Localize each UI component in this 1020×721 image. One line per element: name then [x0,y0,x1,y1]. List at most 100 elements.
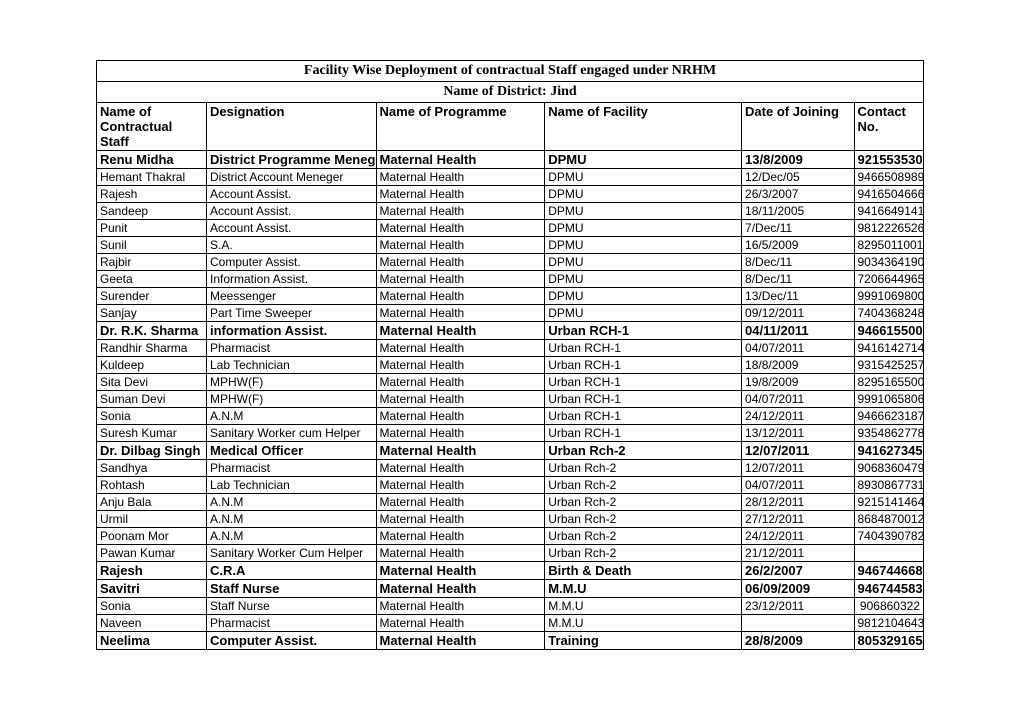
cell-designation: A.N.M [206,408,376,425]
cell-programme: Maternal Health [376,511,545,528]
cell-name: Hemant Thakral [97,169,207,186]
cell-facility: Urban Rch-2 [545,528,742,545]
cell-name: Geeta [97,271,207,288]
cell-name: Renu Midha [97,151,207,169]
cell-programme: Maternal Health [376,391,545,408]
cell-designation: A.N.M [206,528,376,545]
cell-contact: 8053291654 [854,632,924,650]
table-row: Dr. R.K. Sharmainformation Assist.Matern… [97,322,924,340]
table-row: SanjayPart Time SweeperMaternal HealthDP… [97,305,924,322]
cell-designation: Account Assist. [206,203,376,220]
cell-contact: 9466155005 [854,322,924,340]
cell-name: Dr. Dilbag Singh [97,442,207,460]
cell-designation: Staff Nurse [206,598,376,615]
table-row: Randhir SharmaPharmacistMaternal HealthU… [97,340,924,357]
cell-contact: 9416504666 [854,186,924,203]
cell-contact: 9467446688 [854,562,924,580]
cell-date: 13/8/2009 [742,151,854,169]
cell-facility: Urban Rch-2 [545,511,742,528]
cell-contact: 906860322 [854,598,924,615]
cell-facility: DPMU [545,169,742,186]
cell-date: 16/5/2009 [742,237,854,254]
table-row: RajeshAccount Assist.Maternal HealthDPMU… [97,186,924,203]
table-row: Sita DeviMPHW(F)Maternal HealthUrban RCH… [97,374,924,391]
cell-name: Randhir Sharma [97,340,207,357]
cell-facility: DPMU [545,254,742,271]
cell-designation: Pharmacist [206,460,376,477]
table-row: Anju BalaA.N.MMaternal HealthUrban Rch-2… [97,494,924,511]
cell-date: 04/07/2011 [742,477,854,494]
table-row: RohtashLab TechnicianMaternal HealthUrba… [97,477,924,494]
cell-contact: 8930867731 [854,477,924,494]
cell-programme: Maternal Health [376,220,545,237]
cell-programme: Maternal Health [376,357,545,374]
cell-date: 21/12/2011 [742,545,854,562]
cell-date: 23/12/2011 [742,598,854,615]
cell-facility: DPMU [545,220,742,237]
cell-contact: 9812104643 [854,615,924,632]
cell-name: Rajbir [97,254,207,271]
cell-contact: 9215141464 [854,494,924,511]
cell-name: Dr. R.K. Sharma [97,322,207,340]
cell-name: Rohtash [97,477,207,494]
cell-contact: 7206644965 [854,271,924,288]
table-row: SandeepAccount Assist.Maternal HealthDPM… [97,203,924,220]
cell-facility: Urban Rch-2 [545,460,742,477]
cell-date: 06/09/2009 [742,580,854,598]
cell-designation: Sanitary Worker Cum Helper [206,545,376,562]
cell-programme: Maternal Health [376,305,545,322]
deployment-table: Facility Wise Deployment of contractual … [96,60,924,650]
cell-programme: Maternal Health [376,528,545,545]
cell-contact: 8295165500 [854,374,924,391]
table-row: Pawan KumarSanitary Worker Cum HelperMat… [97,545,924,562]
table-row: PunitAccount Assist.Maternal HealthDPMU7… [97,220,924,237]
cell-name: Sandhya [97,460,207,477]
cell-date: 12/07/2011 [742,442,854,460]
cell-contact: 9034364190 [854,254,924,271]
cell-facility: M.M.U [545,580,742,598]
cell-programme: Maternal Health [376,408,545,425]
district-row: Name of District: Jind [97,82,924,103]
cell-date: 04/11/2011 [742,322,854,340]
cell-programme: Maternal Health [376,151,545,169]
cell-programme: Maternal Health [376,477,545,494]
cell-contact: 9467445839 [854,580,924,598]
cell-designation: Pharmacist [206,340,376,357]
cell-name: Rajesh [97,186,207,203]
cell-facility: DPMU [545,237,742,254]
cell-designation: Account Assist. [206,186,376,203]
cell-facility: Urban Rch-2 [545,477,742,494]
cell-programme: Maternal Health [376,615,545,632]
cell-facility: Training [545,632,742,650]
cell-date: 04/07/2011 [742,340,854,357]
cell-programme: Maternal Health [376,254,545,271]
cell-name: Kuldeep [97,357,207,374]
table-row: Renu MidhaDistrict Programme MenegerMate… [97,151,924,169]
table-row: SavitriStaff NurseMaternal HealthM.M.U06… [97,580,924,598]
cell-designation: Sanitary Worker cum Helper [206,425,376,442]
cell-facility: DPMU [545,203,742,220]
table-row: RajbirComputer Assist.Maternal HealthDPM… [97,254,924,271]
cell-programme: Maternal Health [376,340,545,357]
column-header-row: Name of Contractual Staff Designation Na… [97,103,924,151]
cell-programme: Maternal Health [376,203,545,220]
cell-contact: 7404368248 [854,305,924,322]
cell-contact: 8295011001 [854,237,924,254]
cell-programme: Maternal Health [376,580,545,598]
cell-programme: Maternal Health [376,562,545,580]
cell-date: 13/Dec/11 [742,288,854,305]
cell-date: 26/3/2007 [742,186,854,203]
table-row: SunilS.A.Maternal HealthDPMU16/5/2009829… [97,237,924,254]
cell-date: 12/07/2011 [742,460,854,477]
cell-date: 28/12/2011 [742,494,854,511]
cell-facility: Urban RCH-1 [545,357,742,374]
cell-designation: A.N.M [206,511,376,528]
cell-facility: M.M.U [545,615,742,632]
cell-name: Sita Devi [97,374,207,391]
cell-date: 27/12/2011 [742,511,854,528]
cell-date: 04/07/2011 [742,391,854,408]
cell-designation: Lab Technician [206,477,376,494]
cell-date: 26/2/2007 [742,562,854,580]
cell-date: 13/12/2011 [742,425,854,442]
cell-facility: Urban RCH-1 [545,340,742,357]
